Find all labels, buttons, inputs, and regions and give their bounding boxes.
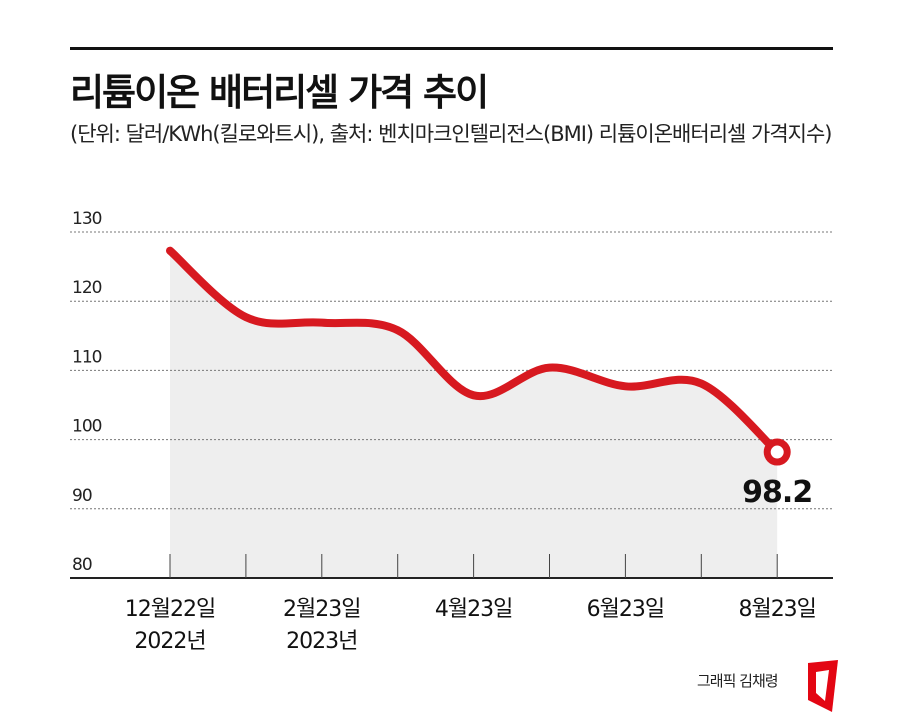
y-tick-label: 110 bbox=[72, 347, 102, 367]
area-fill bbox=[170, 250, 778, 578]
x-tick-label-year: 2023년 bbox=[286, 629, 357, 654]
chart-subtitle: (단위: 달러/KWh(킬로와트시), 출처: 벤치마크인텔리전스(BMI) 리… bbox=[70, 122, 833, 146]
x-tick-label-year: 2022년 bbox=[134, 629, 205, 654]
x-tick-label: 2월23일 bbox=[283, 597, 360, 622]
y-tick-label: 120 bbox=[72, 278, 102, 298]
x-tick-label: 8월23일 bbox=[738, 597, 815, 622]
data-label: 98.2 bbox=[742, 475, 812, 510]
top-rule bbox=[70, 47, 833, 50]
x-tick-label: 6월23일 bbox=[587, 597, 664, 622]
x-tick-label: 4월23일 bbox=[435, 597, 512, 622]
y-tick-label: 130 bbox=[72, 209, 102, 229]
y-tick-label: 90 bbox=[72, 486, 92, 506]
data-point-last bbox=[763, 438, 791, 466]
y-tick-label: 80 bbox=[72, 555, 92, 575]
credit-text: 그래픽 김채령 bbox=[697, 672, 779, 690]
x-tick-label: 12월22일 bbox=[125, 597, 215, 622]
chart-title: 리튬이온 배터리셀 가격 추이 bbox=[70, 71, 489, 114]
y-tick-label: 100 bbox=[72, 417, 102, 437]
